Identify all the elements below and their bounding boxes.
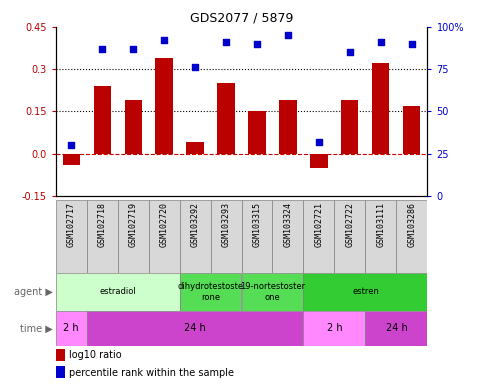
- Bar: [180, 273, 242, 311]
- Bar: [180, 200, 211, 273]
- Bar: [372, 63, 389, 154]
- Text: estren: estren: [352, 287, 379, 296]
- Bar: [403, 106, 421, 154]
- Point: [98, 46, 106, 52]
- Text: 2 h: 2 h: [327, 323, 342, 333]
- Bar: [366, 200, 397, 273]
- Text: 24 h: 24 h: [184, 323, 206, 333]
- Point: [129, 46, 137, 52]
- Text: GSM102717: GSM102717: [67, 202, 75, 247]
- Bar: [311, 154, 327, 168]
- Bar: [62, 154, 80, 165]
- Bar: [272, 200, 303, 273]
- Bar: [56, 200, 86, 273]
- Text: 2 h: 2 h: [63, 323, 79, 333]
- Text: GSM102722: GSM102722: [345, 202, 355, 247]
- Point: [222, 39, 230, 45]
- Text: agent ▶: agent ▶: [14, 287, 53, 297]
- Bar: [248, 111, 266, 154]
- Point: [315, 139, 323, 145]
- Text: GSM103324: GSM103324: [284, 202, 293, 247]
- Point: [408, 41, 416, 47]
- Point: [160, 37, 168, 43]
- Text: percentile rank within the sample: percentile rank within the sample: [69, 367, 234, 377]
- Bar: [149, 200, 180, 273]
- Text: GSM103111: GSM103111: [376, 202, 385, 247]
- Bar: [366, 311, 427, 346]
- Bar: [303, 311, 366, 346]
- Bar: [186, 142, 203, 154]
- Bar: [156, 58, 172, 154]
- Bar: [125, 100, 142, 154]
- Text: GSM102718: GSM102718: [98, 202, 107, 247]
- Point: [191, 65, 199, 71]
- Text: log10 ratio: log10 ratio: [69, 350, 121, 360]
- Text: estradiol: estradiol: [99, 287, 136, 296]
- Point: [284, 32, 292, 38]
- Text: GSM102721: GSM102721: [314, 202, 324, 247]
- Bar: [56, 311, 86, 346]
- Bar: [242, 273, 303, 311]
- Bar: [397, 200, 427, 273]
- Text: GDS2077 / 5879: GDS2077 / 5879: [190, 12, 293, 25]
- Text: GSM103315: GSM103315: [253, 202, 261, 247]
- Text: GSM103286: GSM103286: [408, 202, 416, 247]
- Text: 24 h: 24 h: [385, 323, 407, 333]
- Bar: [56, 349, 65, 361]
- Bar: [217, 83, 235, 154]
- Text: GSM103292: GSM103292: [190, 202, 199, 247]
- Text: GSM102719: GSM102719: [128, 202, 138, 247]
- Point: [377, 39, 385, 45]
- Bar: [86, 200, 117, 273]
- Bar: [211, 200, 242, 273]
- Text: 19-nortestoster
one: 19-nortestoster one: [240, 282, 305, 301]
- Bar: [242, 200, 272, 273]
- Bar: [86, 311, 303, 346]
- Text: GSM103293: GSM103293: [222, 202, 230, 247]
- Bar: [334, 200, 366, 273]
- Point: [346, 49, 354, 55]
- Text: dihydrotestoste
rone: dihydrotestoste rone: [177, 282, 243, 301]
- Text: time ▶: time ▶: [20, 323, 53, 333]
- Point: [67, 142, 75, 148]
- Point: [253, 41, 261, 47]
- Bar: [341, 100, 358, 154]
- Bar: [117, 200, 149, 273]
- Bar: [56, 366, 65, 379]
- Bar: [94, 86, 111, 154]
- Bar: [56, 273, 180, 311]
- Text: GSM102720: GSM102720: [159, 202, 169, 247]
- Bar: [280, 100, 297, 154]
- Bar: [303, 200, 334, 273]
- Bar: [303, 273, 427, 311]
